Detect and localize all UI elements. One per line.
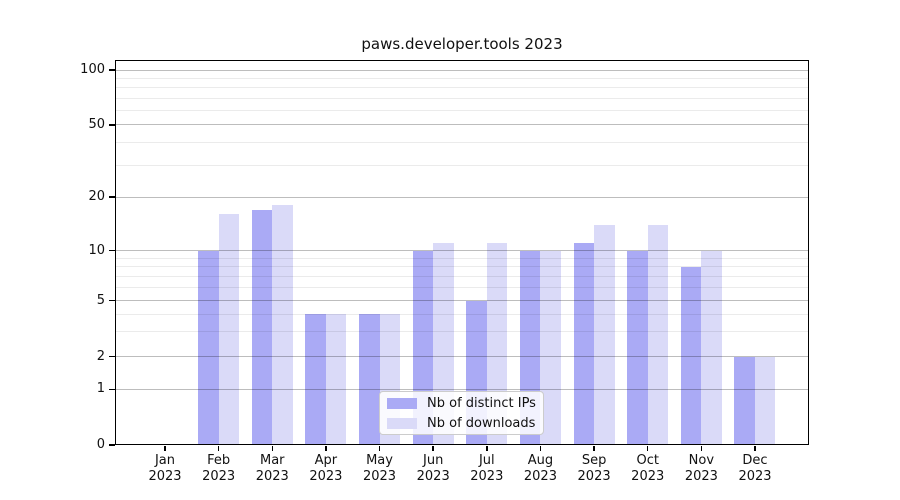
bar-distinct-ips bbox=[251, 209, 273, 445]
legend-entry-downloads: Nb of downloads bbox=[380, 414, 543, 433]
x-tick-mark bbox=[217, 446, 220, 451]
x-tick-mark bbox=[646, 446, 649, 451]
bar-downloads bbox=[754, 356, 776, 445]
x-tick-label: Oct 2023 bbox=[616, 453, 680, 485]
y-tick-label: 0 bbox=[96, 437, 105, 452]
x-tick-label-year: 2023 bbox=[523, 469, 557, 484]
bar-distinct-ips bbox=[680, 266, 702, 445]
gridline-major bbox=[115, 356, 809, 358]
bar-downloads bbox=[325, 314, 347, 445]
y-tick-mark bbox=[109, 196, 115, 198]
gridline-minor bbox=[115, 97, 809, 99]
x-tick-mark bbox=[325, 446, 327, 451]
gridline-major bbox=[115, 69, 809, 71]
x-tick-label-year: 2023 bbox=[684, 469, 718, 484]
y-tick-label: 50 bbox=[88, 116, 105, 132]
legend-swatch-distinct-ips-icon bbox=[387, 397, 417, 409]
y-tick-mark bbox=[109, 355, 115, 358]
x-tick-mark bbox=[164, 446, 166, 451]
bar-distinct-ips bbox=[734, 356, 755, 445]
x-tick-mark bbox=[432, 446, 434, 451]
x-tick-mark bbox=[754, 446, 756, 451]
x-tick-mark bbox=[486, 446, 488, 451]
gridline-major bbox=[115, 124, 809, 126]
bar-distinct-ips bbox=[305, 314, 326, 445]
y-tick-label: 2 bbox=[96, 348, 105, 364]
x-tick-mark bbox=[700, 446, 703, 451]
gridline-minor bbox=[115, 110, 809, 111]
bar-distinct-ips bbox=[573, 243, 595, 445]
gridline-major bbox=[115, 388, 809, 390]
gridline-minor bbox=[115, 78, 809, 79]
bar-distinct-ips bbox=[627, 250, 648, 445]
x-tick-label: Dec 2023 bbox=[723, 453, 787, 485]
bar-distinct-ips bbox=[198, 250, 219, 445]
x-tick-label-year: 2023 bbox=[255, 469, 289, 484]
gridline-minor bbox=[115, 275, 809, 277]
x-tick-label-year: 2023 bbox=[631, 469, 665, 484]
y-tick-mark bbox=[109, 444, 115, 446]
y-tick-label: 20 bbox=[88, 189, 105, 204]
x-tick-label-year: 2023 bbox=[416, 469, 450, 484]
gridline-minor bbox=[115, 331, 809, 333]
gridline-minor bbox=[115, 87, 809, 89]
plot-area bbox=[115, 60, 809, 445]
x-tick-label: Jul 2023 bbox=[455, 453, 519, 485]
legend: Nb of distinct IPs Nb of downloads bbox=[379, 391, 544, 435]
x-tick-label-year: 2023 bbox=[148, 469, 182, 484]
y-tick-mark bbox=[109, 69, 115, 71]
x-tick-label-year: 2023 bbox=[362, 469, 397, 484]
x-tick-label-year: 2023 bbox=[202, 469, 236, 484]
legend-swatch-downloads-icon bbox=[387, 417, 417, 429]
y-tick-mark bbox=[109, 388, 115, 391]
bar-downloads bbox=[594, 224, 615, 445]
x-tick-label: Jun 2023 bbox=[401, 453, 465, 485]
x-tick-label: Sep 2023 bbox=[562, 453, 626, 485]
x-tick-label-year: 2023 bbox=[309, 469, 343, 484]
x-tick-mark bbox=[271, 446, 274, 451]
bar-downloads bbox=[272, 205, 293, 445]
x-tick-mark bbox=[539, 446, 542, 451]
y-tick-mark bbox=[109, 124, 115, 126]
gridline-major bbox=[115, 196, 809, 198]
x-tick-label-year: 2023 bbox=[577, 469, 611, 484]
y-tick-label: 1 bbox=[96, 381, 105, 397]
x-tick-label: Apr 2023 bbox=[294, 453, 358, 485]
legend-label-downloads: Nb of downloads bbox=[427, 415, 536, 431]
bar-downloads bbox=[218, 214, 240, 445]
x-tick-mark bbox=[593, 446, 595, 451]
bar-distinct-ips bbox=[359, 314, 380, 445]
chart-title: paws.developer.tools 2023 bbox=[361, 35, 563, 53]
gridline-minor bbox=[115, 141, 809, 143]
y-tick-mark bbox=[109, 249, 115, 252]
legend-entry-distinct-ips: Nb of distinct IPs bbox=[380, 394, 543, 413]
x-tick-label: May 2023 bbox=[348, 453, 412, 485]
gridline-minor bbox=[115, 313, 809, 315]
x-tick-mark bbox=[378, 446, 381, 451]
bar-downloads bbox=[540, 250, 561, 445]
gridline-major bbox=[115, 300, 809, 301]
y-tick-label: 100 bbox=[80, 62, 105, 78]
bar-downloads bbox=[647, 224, 669, 445]
gridline-minor bbox=[115, 266, 809, 268]
x-tick-label: Mar 2023 bbox=[240, 453, 304, 485]
x-tick-label: Feb 2023 bbox=[187, 453, 251, 485]
gridline-minor bbox=[115, 257, 809, 259]
x-tick-label-year: 2023 bbox=[738, 469, 772, 484]
y-tick-label: 5 bbox=[96, 292, 105, 308]
x-tick-label-year: 2023 bbox=[470, 469, 504, 484]
gridline-minor bbox=[115, 286, 809, 288]
x-tick-label: Aug 2023 bbox=[508, 453, 572, 485]
y-tick-label: 10 bbox=[88, 242, 105, 258]
legend-label-distinct-ips: Nb of distinct IPs bbox=[427, 395, 536, 411]
gridline-minor bbox=[115, 164, 809, 166]
bar-downloads bbox=[701, 250, 722, 445]
x-tick-label: Nov 2023 bbox=[669, 453, 733, 485]
y-tick-mark bbox=[109, 299, 115, 302]
gridline-major bbox=[115, 250, 809, 252]
x-tick-label: Jan 2023 bbox=[133, 453, 197, 485]
